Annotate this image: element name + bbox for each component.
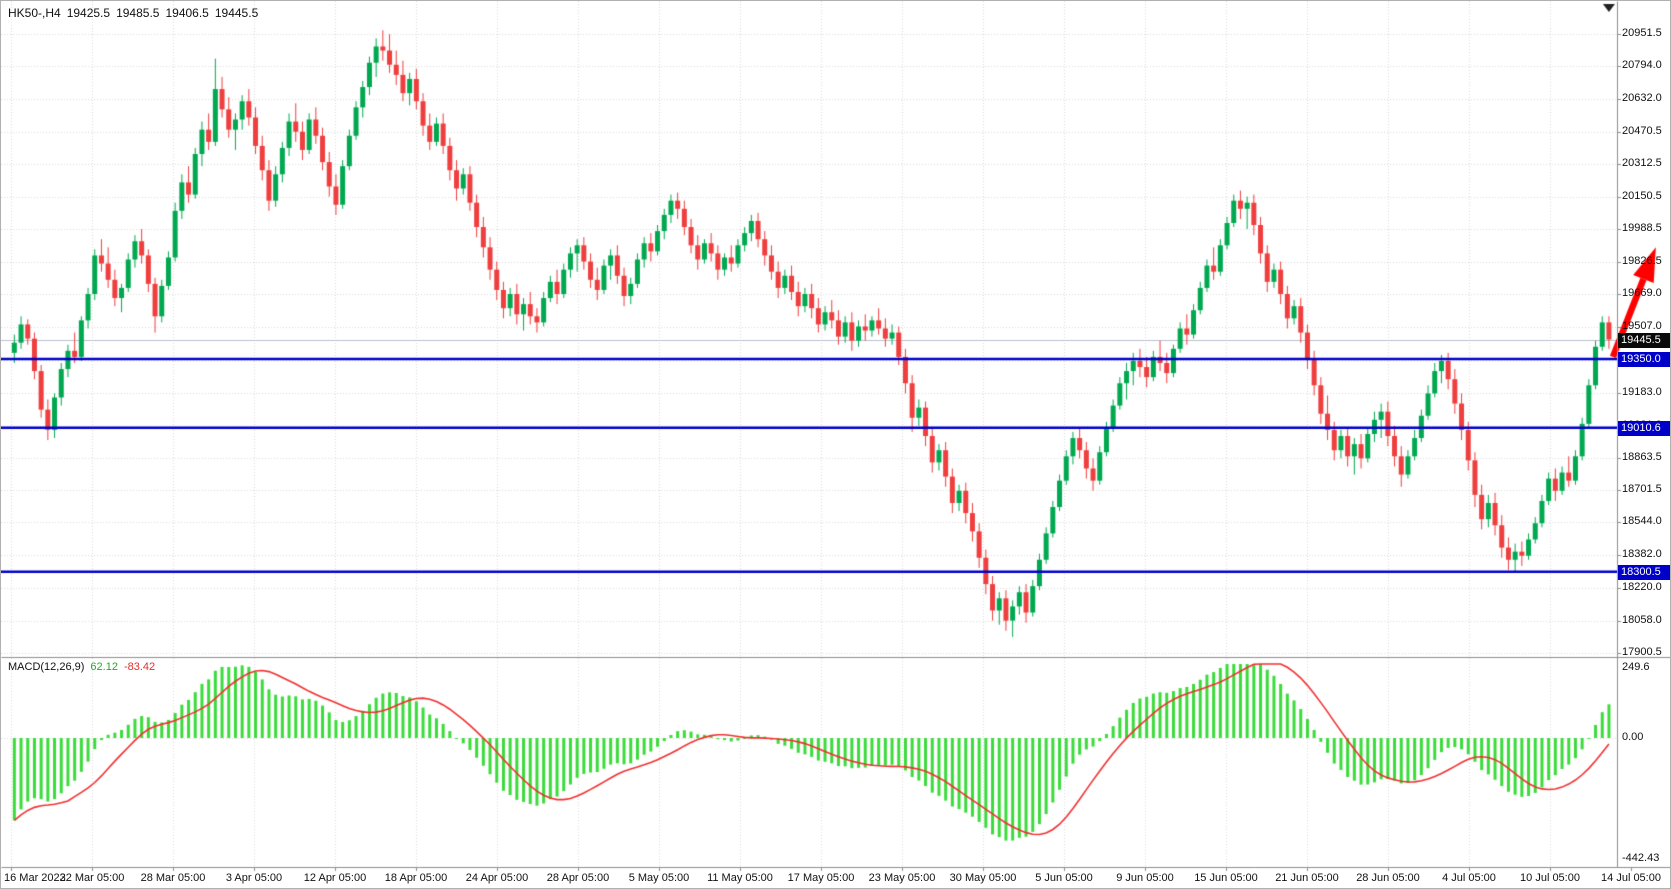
hline-price-tag: 19350.0 — [1618, 351, 1670, 367]
price-axis-label: 20794.0 — [1622, 58, 1662, 71]
current-price-tag: 19445.5 — [1618, 332, 1670, 348]
price-axis-label: 18220.0 — [1622, 581, 1662, 594]
price-axis-label: 18058.0 — [1622, 614, 1662, 627]
time-axis-label: 23 May 05:00 — [868, 872, 936, 884]
macd-params-label: MACD(12,26,9) — [8, 661, 85, 673]
symbol-ohlc-header: HK50-,H4 19425.5 19485.5 19406.5 19445.5 — [8, 6, 264, 20]
price-axis-label: 17900.5 — [1622, 646, 1662, 658]
macd-indicator-header: MACD(12,26,9) 62.12 -83.42 — [8, 661, 161, 673]
time-axis-label: 24 Apr 05:00 — [465, 872, 529, 884]
macd-scale-min-label: -442.43 — [1622, 852, 1660, 864]
price-axis-label: 19988.5 — [1622, 222, 1662, 235]
hline-price-tag: 19010.6 — [1618, 420, 1670, 436]
macd-scale-max-label: 249.6 — [1622, 661, 1650, 673]
price-axis-label: 18544.0 — [1622, 515, 1662, 528]
time-axis-label: 16 Mar 2023 — [4, 872, 66, 884]
price-axis-label: 18863.5 — [1622, 450, 1662, 463]
hline-price-tag: 18300.5 — [1618, 564, 1670, 580]
time-axis-label: 5 May 05:00 — [628, 872, 690, 884]
symbol-period-label: HK50-,H4 — [8, 6, 61, 20]
time-axis-label: 3 Apr 05:00 — [225, 872, 283, 884]
time-axis-label: 5 Jun 05:00 — [1035, 872, 1093, 884]
time-axis-label: 15 Jun 05:00 — [1194, 872, 1258, 884]
price-axis-label: 19183.0 — [1622, 385, 1662, 398]
price-axis-label: 20470.5 — [1622, 124, 1662, 137]
time-axis-label: 12 Apr 05:00 — [303, 872, 367, 884]
ohlc-high-value: 19485.5 — [116, 6, 160, 20]
price-axis-label: 19507.0 — [1622, 320, 1662, 333]
ohlc-open-value: 19425.5 — [66, 6, 111, 20]
ohlc-close-value: 19445.5 — [214, 6, 259, 20]
price-axis-label: 20312.5 — [1622, 156, 1662, 169]
time-axis-label: 11 May 05:00 — [707, 872, 773, 884]
price-axis-label: 19669.0 — [1622, 287, 1662, 300]
price-axis-label: 20150.5 — [1622, 189, 1662, 202]
time-axis-label: 17 May 05:00 — [787, 872, 855, 884]
price-axis-label: 19826.5 — [1622, 255, 1662, 268]
time-axis-label: 21 Jun 05:00 — [1275, 872, 1339, 884]
time-axis-label: 30 May 05:00 — [949, 872, 1017, 884]
price-axis-label: 20632.0 — [1622, 91, 1662, 104]
price-axis-label: 18382.0 — [1622, 548, 1662, 561]
time-axis-label: 4 Jul 05:00 — [1442, 872, 1496, 884]
time-axis-label: 10 Jul 05:00 — [1520, 872, 1580, 884]
macd-scale-zero-label: 0.00 — [1622, 731, 1644, 743]
time-axis-label: 28 Apr 05:00 — [546, 872, 610, 884]
time-axis-label: 28 Mar 05:00 — [140, 872, 206, 884]
time-axis-label: 18 Apr 05:00 — [384, 872, 448, 884]
time-axis-label: 28 Jun 05:00 — [1356, 872, 1420, 884]
price-axis-label: 20951.5 — [1622, 27, 1662, 39]
price-axis-label: 18701.5 — [1622, 483, 1662, 496]
time-axis-label: 9 Jun 05:00 — [1116, 872, 1174, 884]
time-axis-label: 14 Jul 05:00 — [1601, 872, 1661, 884]
ohlc-low-value: 19406.5 — [165, 6, 209, 20]
time-axis-label: 22 Mar 05:00 — [59, 872, 125, 884]
macd-signal-value: -83.42 — [123, 661, 156, 673]
macd-main-value: 62.12 — [90, 661, 118, 673]
